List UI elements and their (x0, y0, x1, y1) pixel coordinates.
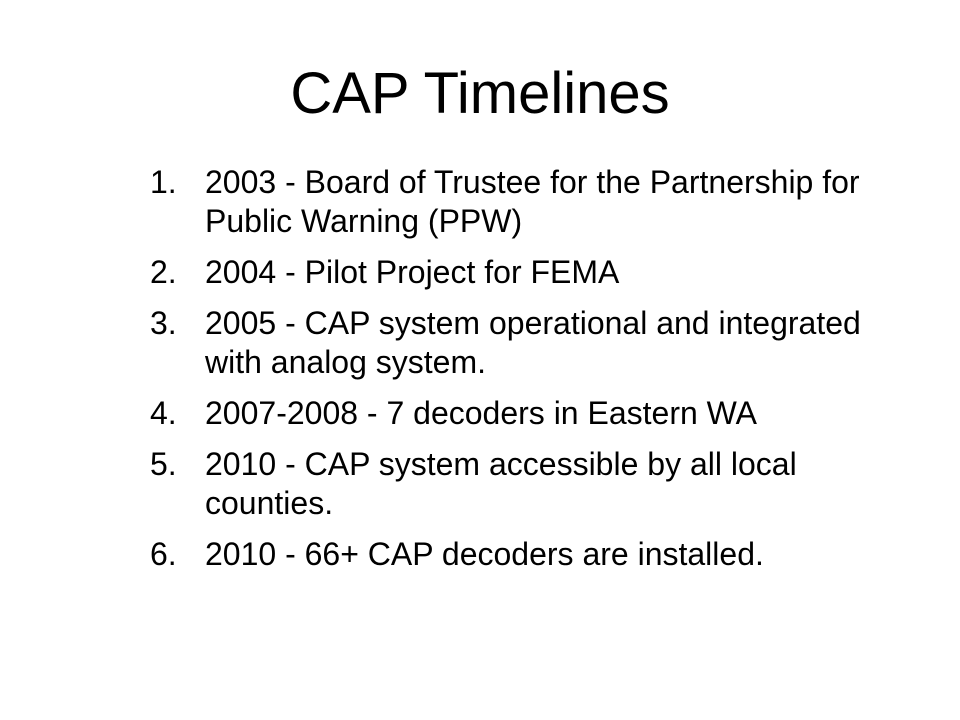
timeline-item-4: 4. 2007-2008 - 7 decoders in Eastern WA (150, 394, 900, 433)
item-text: 2010 - 66+ CAP decoders are installed. (205, 536, 764, 572)
item-number: 5. (150, 446, 177, 482)
item-text: 2010 - CAP system accessible by all loca… (205, 446, 797, 521)
slide-title: CAP Timelines (290, 61, 670, 126)
timeline-item-3: 3. 2005 - CAP system operational and int… (150, 304, 900, 382)
timeline-item-6: 6. 2010 - 66+ CAP decoders are installed… (150, 535, 900, 574)
item-number: 6. (150, 536, 177, 572)
item-number: 1. (150, 164, 177, 200)
timeline-item-2: 2. 2004 - Pilot Project for FEMA (150, 253, 900, 292)
item-text: 2005 - CAP system operational and integr… (205, 305, 861, 380)
item-number: 4. (150, 395, 177, 431)
item-text: 2004 - Pilot Project for FEMA (205, 254, 620, 290)
item-text: 2007-2008 - 7 decoders in Eastern WA (205, 395, 758, 431)
timeline-item-5: 5. 2010 - CAP system accessible by all l… (150, 445, 900, 523)
item-text: 2003 - Board of Trustee for the Partners… (205, 164, 860, 239)
timeline-item-1: 1. 2003 - Board of Trustee for the Partn… (150, 163, 900, 241)
item-number: 2. (150, 254, 177, 290)
timeline-list: 1. 2003 - Board of Trustee for the Partn… (150, 163, 900, 586)
item-number: 3. (150, 305, 177, 341)
